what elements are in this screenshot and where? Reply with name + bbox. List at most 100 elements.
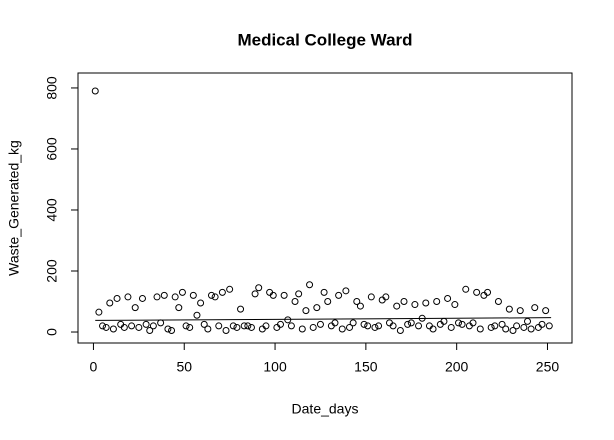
point — [244, 322, 252, 330]
point — [342, 287, 350, 295]
x-tick-label: 150 — [354, 359, 378, 375]
point — [120, 323, 128, 331]
point — [364, 322, 372, 330]
point — [469, 319, 477, 327]
point — [182, 322, 190, 330]
point — [302, 307, 310, 315]
point — [131, 304, 139, 312]
point — [295, 290, 303, 298]
point — [542, 307, 550, 315]
point — [146, 326, 154, 334]
point — [393, 302, 401, 310]
point — [411, 301, 419, 309]
point — [204, 325, 212, 333]
point — [509, 326, 517, 334]
point — [171, 293, 179, 301]
point — [309, 323, 317, 331]
point — [237, 305, 245, 313]
point — [353, 298, 361, 306]
x-tick-label: 100 — [263, 359, 287, 375]
y-tick-label: 800 — [44, 76, 60, 100]
point — [371, 323, 379, 331]
point — [338, 325, 346, 333]
point — [229, 322, 237, 330]
point — [193, 311, 201, 319]
point — [226, 285, 234, 293]
point — [346, 323, 354, 331]
point — [277, 320, 285, 328]
point — [502, 325, 510, 333]
point — [429, 325, 437, 333]
point — [400, 298, 408, 306]
point — [462, 285, 470, 293]
point — [505, 305, 513, 313]
point — [407, 319, 415, 327]
point — [164, 325, 172, 333]
point — [175, 304, 183, 312]
y-tick-label: 600 — [44, 137, 60, 161]
point — [316, 320, 324, 328]
point — [102, 323, 110, 331]
point — [211, 293, 219, 301]
point — [360, 320, 368, 328]
x-tick-label: 250 — [536, 359, 560, 375]
point — [218, 288, 226, 296]
point — [494, 298, 502, 306]
point — [298, 325, 306, 333]
point — [99, 322, 107, 330]
point — [262, 322, 270, 330]
point — [124, 293, 132, 301]
point — [389, 322, 397, 330]
point — [324, 298, 332, 306]
point — [538, 320, 546, 328]
point — [291, 298, 299, 306]
point — [138, 294, 146, 302]
point — [95, 308, 103, 316]
point — [513, 322, 521, 330]
point — [545, 322, 553, 330]
point — [335, 291, 343, 299]
point — [367, 293, 375, 301]
point — [451, 301, 459, 309]
point — [458, 320, 466, 328]
point — [168, 326, 176, 334]
point — [487, 323, 495, 331]
point — [153, 293, 161, 301]
point — [186, 323, 194, 331]
point — [498, 320, 506, 328]
point — [473, 288, 481, 296]
point — [313, 304, 321, 312]
point — [444, 294, 452, 302]
point — [222, 326, 230, 334]
point — [356, 302, 364, 310]
point — [306, 281, 314, 289]
point — [454, 319, 462, 327]
point — [320, 288, 328, 296]
point — [149, 322, 157, 330]
point — [284, 316, 292, 324]
point — [160, 291, 168, 299]
point — [476, 325, 484, 333]
point — [527, 325, 535, 333]
x-tick-label: 200 — [445, 359, 469, 375]
point — [520, 323, 528, 331]
point — [415, 322, 423, 330]
point — [135, 323, 143, 331]
point — [109, 325, 117, 333]
point — [247, 323, 255, 331]
x-axis-label: Date_days — [292, 401, 359, 417]
point — [516, 307, 524, 315]
point — [375, 322, 383, 330]
point — [433, 298, 441, 306]
point — [178, 288, 186, 296]
point — [200, 320, 208, 328]
point — [106, 299, 114, 307]
point — [215, 322, 223, 330]
point — [113, 294, 121, 302]
point — [331, 319, 339, 327]
point — [524, 317, 532, 325]
point — [128, 322, 136, 330]
point — [255, 284, 263, 292]
point — [197, 299, 205, 307]
